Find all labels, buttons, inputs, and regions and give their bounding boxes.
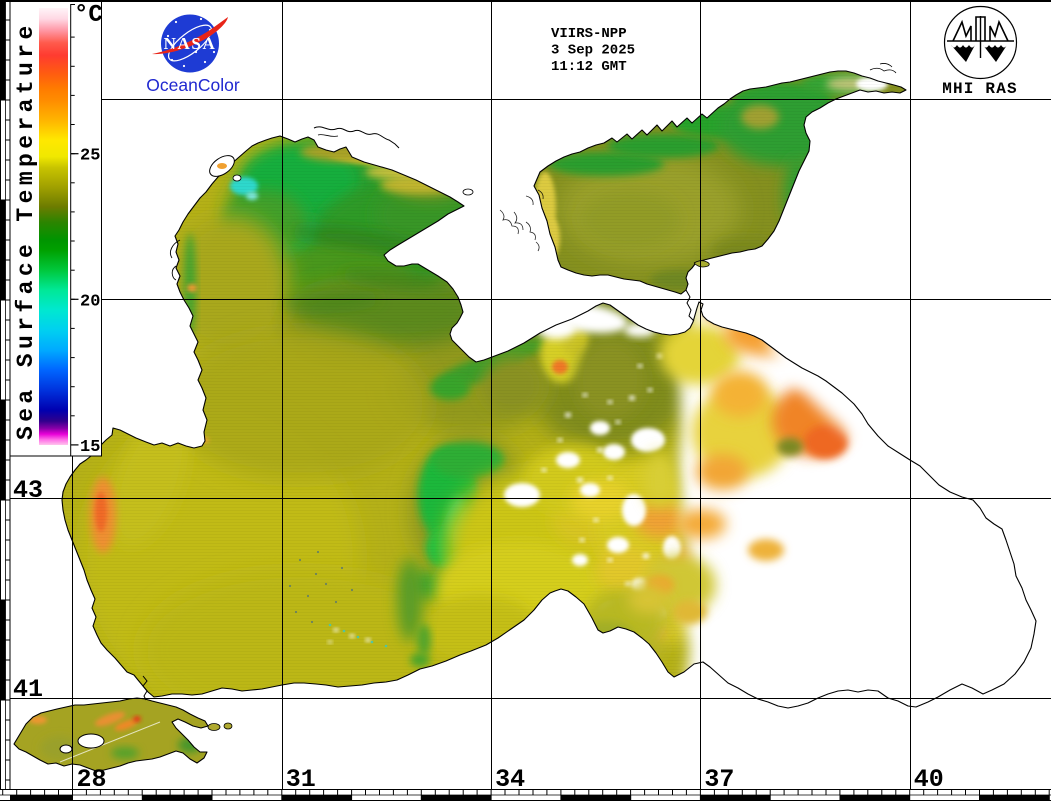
svg-text:20: 20 [80,292,100,311]
svg-text:37: 37 [704,765,734,794]
svg-text:43: 43 [13,476,43,505]
svg-text:25: 25 [80,147,100,166]
svg-text:31: 31 [286,765,316,794]
svg-text:40: 40 [914,765,944,794]
svg-text:15: 15 [80,438,100,457]
svg-text:°C: °C [74,2,103,29]
svg-text:OceanColor: OceanColor [146,75,240,95]
svg-text:VIIRS-NPP: VIIRS-NPP [551,26,627,42]
svg-text:Sea Surface Temperature: Sea Surface Temperature [13,21,39,440]
svg-text:34: 34 [495,765,525,794]
svg-text:28: 28 [77,765,107,794]
svg-text:3 Sep 2025: 3 Sep 2025 [551,43,635,59]
svg-text:NASA: NASA [164,34,217,53]
svg-text:41: 41 [13,675,43,704]
svg-text:11:12 GMT: 11:12 GMT [551,59,627,75]
svg-text:MHI RAS: MHI RAS [942,80,1018,98]
